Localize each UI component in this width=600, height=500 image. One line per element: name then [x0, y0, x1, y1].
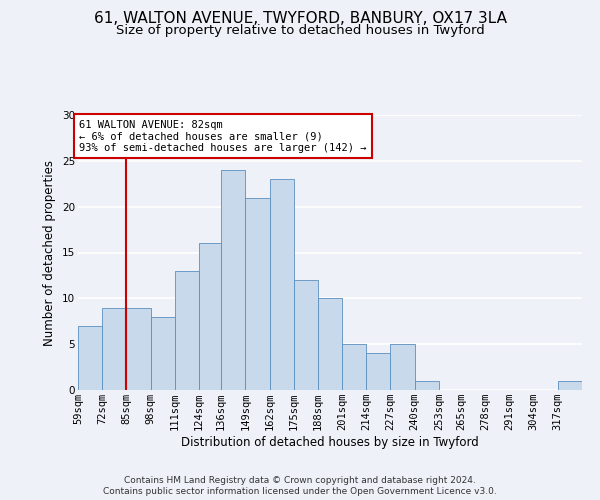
Bar: [269, 179, 294, 390]
Bar: [294, 280, 318, 390]
Bar: [151, 316, 175, 390]
Bar: [558, 381, 582, 390]
Bar: [391, 344, 415, 390]
Bar: [342, 344, 366, 390]
Bar: [366, 354, 391, 390]
Bar: [415, 381, 439, 390]
Bar: [199, 244, 221, 390]
Text: Size of property relative to detached houses in Twyford: Size of property relative to detached ho…: [116, 24, 484, 37]
Bar: [318, 298, 342, 390]
X-axis label: Distribution of detached houses by size in Twyford: Distribution of detached houses by size …: [181, 436, 479, 449]
Bar: [245, 198, 269, 390]
Text: 61 WALTON AVENUE: 82sqm
← 6% of detached houses are smaller (9)
93% of semi-deta: 61 WALTON AVENUE: 82sqm ← 6% of detached…: [79, 120, 367, 153]
Bar: [221, 170, 245, 390]
Y-axis label: Number of detached properties: Number of detached properties: [43, 160, 56, 346]
Text: Contains public sector information licensed under the Open Government Licence v3: Contains public sector information licen…: [103, 487, 497, 496]
Bar: [78, 326, 102, 390]
Text: 61, WALTON AVENUE, TWYFORD, BANBURY, OX17 3LA: 61, WALTON AVENUE, TWYFORD, BANBURY, OX1…: [94, 11, 506, 26]
Bar: [102, 308, 127, 390]
Text: Contains HM Land Registry data © Crown copyright and database right 2024.: Contains HM Land Registry data © Crown c…: [124, 476, 476, 485]
Bar: [127, 308, 151, 390]
Bar: [175, 271, 199, 390]
